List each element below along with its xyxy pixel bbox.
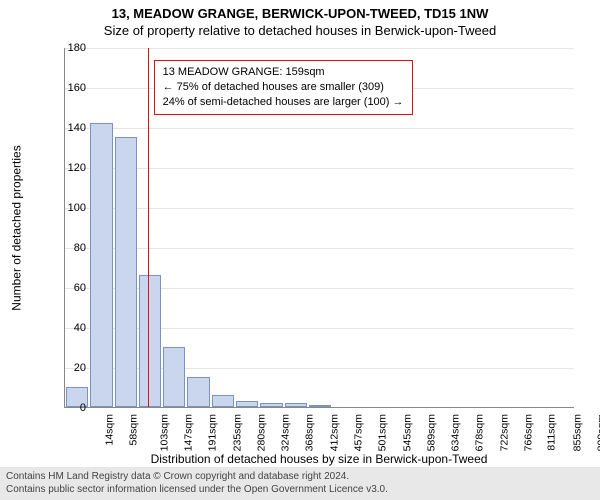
y-tick-label: 0 bbox=[56, 402, 86, 414]
x-tick-label: 855sqm bbox=[571, 414, 583, 451]
y-tick-label: 40 bbox=[56, 322, 86, 334]
gridline bbox=[65, 128, 574, 129]
title-subtitle: Size of property relative to detached ho… bbox=[0, 23, 600, 38]
x-tick-label: 103sqm bbox=[158, 414, 170, 451]
x-tick-label: 501sqm bbox=[377, 414, 389, 451]
x-tick-label: 58sqm bbox=[128, 414, 140, 446]
histogram-bar bbox=[163, 347, 185, 407]
x-tick-label: 235sqm bbox=[231, 414, 243, 451]
histogram-bar bbox=[285, 403, 307, 407]
reference-line bbox=[148, 48, 149, 407]
title-address: 13, MEADOW GRANGE, BERWICK-UPON-TWEED, T… bbox=[0, 6, 600, 21]
y-tick-label: 180 bbox=[56, 42, 86, 54]
x-tick-label: 722sqm bbox=[498, 414, 510, 451]
x-tick-label: 899sqm bbox=[595, 414, 600, 451]
x-tick-label: 678sqm bbox=[474, 414, 486, 451]
x-tick-label: 324sqm bbox=[280, 414, 292, 451]
histogram-bar bbox=[309, 405, 331, 407]
histogram-bar bbox=[139, 275, 161, 407]
annotation-line: ← 75% of detached houses are smaller (30… bbox=[163, 80, 404, 95]
histogram-bar bbox=[260, 403, 282, 407]
histogram-bar bbox=[236, 401, 258, 407]
gridline bbox=[65, 48, 574, 49]
x-tick-label: 634sqm bbox=[450, 414, 462, 451]
x-tick-label: 191sqm bbox=[207, 414, 219, 451]
x-tick-label: 368sqm bbox=[304, 414, 316, 451]
x-tick-label: 280sqm bbox=[255, 414, 267, 451]
gridline bbox=[65, 208, 574, 209]
footer-line-1: Contains HM Land Registry data © Crown c… bbox=[6, 471, 594, 484]
x-tick-label: 457sqm bbox=[352, 414, 364, 451]
y-tick-label: 60 bbox=[56, 282, 86, 294]
footer-attribution: Contains HM Land Registry data © Crown c… bbox=[0, 467, 600, 500]
chart-area: 13 MEADOW GRANGE: 159sqm← 75% of detache… bbox=[64, 48, 574, 408]
y-tick-label: 20 bbox=[56, 362, 86, 374]
y-tick-label: 100 bbox=[56, 202, 86, 214]
x-tick-label: 147sqm bbox=[182, 414, 194, 451]
gridline bbox=[65, 168, 574, 169]
gridline bbox=[65, 248, 574, 249]
x-tick-label: 545sqm bbox=[401, 414, 413, 451]
annotation-line: 24% of semi-detached houses are larger (… bbox=[163, 95, 404, 110]
y-tick-label: 120 bbox=[56, 162, 86, 174]
plot-region: 13 MEADOW GRANGE: 159sqm← 75% of detache… bbox=[64, 48, 574, 408]
x-tick-label: 811sqm bbox=[546, 414, 558, 451]
histogram-bar bbox=[115, 137, 137, 407]
y-tick-label: 80 bbox=[56, 242, 86, 254]
y-tick-label: 160 bbox=[56, 82, 86, 94]
x-axis-label: Distribution of detached houses by size … bbox=[64, 452, 574, 466]
x-tick-label: 589sqm bbox=[425, 414, 437, 451]
histogram-bar bbox=[212, 395, 234, 407]
y-tick-label: 140 bbox=[56, 122, 86, 134]
annotation-line: 13 MEADOW GRANGE: 159sqm bbox=[163, 65, 404, 80]
x-tick-label: 766sqm bbox=[522, 414, 534, 451]
footer-line-2: Contains public sector information licen… bbox=[6, 484, 594, 497]
chart-title-block: 13, MEADOW GRANGE, BERWICK-UPON-TWEED, T… bbox=[0, 0, 600, 38]
histogram-bar bbox=[187, 377, 209, 407]
y-axis-label-wrap: Number of detached properties bbox=[8, 48, 26, 408]
annotation-box: 13 MEADOW GRANGE: 159sqm← 75% of detache… bbox=[154, 60, 413, 115]
histogram-bar bbox=[90, 123, 112, 407]
x-tick-label: 412sqm bbox=[328, 414, 340, 451]
y-axis-label: Number of detached properties bbox=[10, 145, 24, 310]
x-tick-label: 14sqm bbox=[104, 414, 116, 446]
